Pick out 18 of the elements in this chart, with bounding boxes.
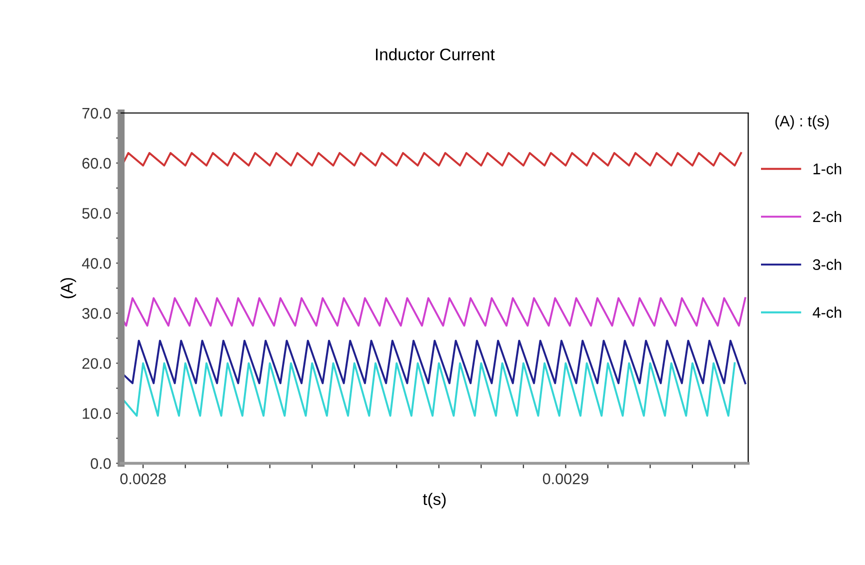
legend-label: 2-ch — [813, 210, 842, 222]
chart-title: Inductor Current — [376, 48, 495, 60]
y-tick-label: 40.0 — [82, 258, 111, 269]
legend-label: 3-ch — [812, 258, 842, 270]
legend-label: 1-ch — [814, 163, 842, 174]
legend-title: (A) : t(s) — [775, 115, 829, 130]
y-tick-label: 30.0 — [82, 308, 111, 319]
y-tick-label: 0.0 — [90, 458, 111, 469]
x-axis-title: t(s) — [422, 492, 446, 508]
y-tick-label: 50.0 — [82, 208, 111, 219]
y-tick-label: 60.0 — [82, 158, 111, 169]
legend-label: 4-ch — [812, 306, 842, 318]
x-tick-label: 0.0028 — [120, 473, 166, 484]
x-tick-label: 0.0029 — [542, 473, 588, 484]
y-tick-label: 10.0 — [82, 408, 111, 419]
y-tick-label: 70.0 — [82, 108, 111, 119]
y-axis-title: (A) — [60, 278, 76, 298]
y-tick-label: 20.0 — [82, 358, 111, 369]
